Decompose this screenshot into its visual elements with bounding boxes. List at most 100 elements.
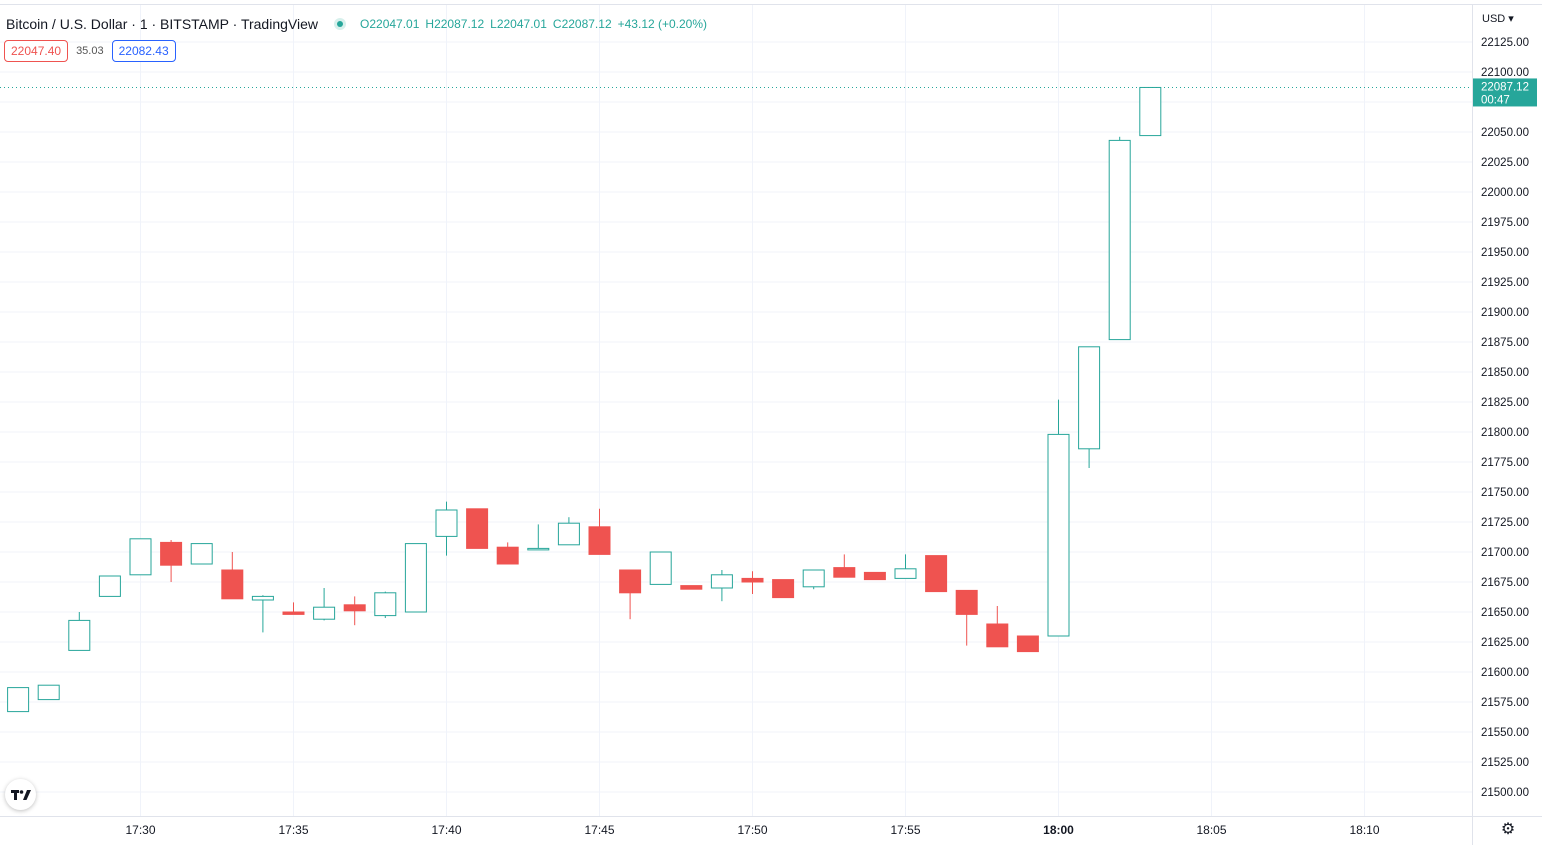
candle (863, 571, 886, 581)
symbol-title[interactable]: Bitcoin / U.S. Dollar · 1 · BITSTAMP · T… (6, 16, 318, 32)
time-axis-ticks[interactable]: 517:3017:3517:4017:4517:5017:5518:0018:0… (0, 823, 1380, 837)
candle-body-up (190, 543, 213, 565)
time-tick-label: 17:35 (278, 823, 308, 837)
quote-bar: 22047.40 35.03 22082.43 (4, 40, 176, 62)
price-tick-label: 22100.00 (1481, 67, 1529, 79)
candle (282, 602, 305, 615)
price-tick-label: 21625.00 (1481, 637, 1529, 649)
candle (680, 585, 703, 590)
candle (129, 538, 152, 576)
price-tick-label: 21975.00 (1481, 217, 1529, 229)
price-tick-label: 21950.00 (1481, 247, 1529, 259)
ohlc-open: O22047.01 (360, 17, 420, 31)
candle (466, 508, 489, 549)
time-tick-label: 17:30 (125, 823, 155, 837)
candle-body-up (251, 595, 274, 601)
candle-body-down (496, 546, 519, 565)
candle (221, 552, 244, 600)
bid-price[interactable]: 22047.40 (4, 40, 69, 62)
candle (435, 501, 458, 556)
candle (496, 542, 519, 565)
candle (619, 569, 642, 620)
time-tick-label: 18:10 (1349, 823, 1379, 837)
tv-logo-shape (10, 789, 31, 800)
last-price-value: 22087.12 (1481, 81, 1529, 93)
candle-body-down (282, 611, 305, 615)
time-tick-label: 17:40 (431, 823, 461, 837)
candle (98, 575, 121, 597)
horizontal-gridlines (0, 41, 1472, 793)
candle-body-up (894, 568, 917, 579)
candle-body-down (221, 569, 244, 600)
symbol-legend[interactable]: Bitcoin / U.S. Dollar · 1 · BITSTAMP · T… (6, 14, 713, 34)
candle (772, 579, 795, 599)
candle-body-up (37, 684, 60, 701)
time-tick-label: 17:45 (584, 823, 614, 837)
time-tick-label: 17:55 (890, 823, 920, 837)
price-tick-label: 21775.00 (1481, 457, 1529, 469)
tradingview-logo-icon[interactable] (5, 779, 36, 810)
candle (374, 591, 397, 618)
price-tick-label: 21900.00 (1481, 307, 1529, 319)
candle-body-up (527, 547, 550, 551)
candle-body-up (710, 574, 733, 589)
price-tick-label: 21525.00 (1481, 757, 1529, 769)
candle-body-down (986, 623, 1009, 648)
price-tick-label: 21700.00 (1481, 547, 1529, 559)
candle (313, 588, 336, 621)
candle (190, 543, 213, 565)
axes-layer (0, 4, 1542, 845)
price-tick-label: 21925.00 (1481, 277, 1529, 289)
candle-body-down (680, 585, 703, 590)
candle (557, 517, 580, 546)
price-tick-label: 21850.00 (1481, 367, 1529, 379)
candle-body-up (557, 522, 580, 546)
price-tick-label: 21675.00 (1481, 577, 1529, 589)
price-axis-ticks[interactable]: 22125.0022100.0022075.0022050.0022025.00… (1481, 37, 1529, 799)
candle (1078, 346, 1101, 468)
candle-body-down (863, 571, 886, 581)
candle-body-down (1016, 635, 1039, 653)
candle (160, 540, 183, 582)
candle (37, 684, 60, 701)
candle-body-up (374, 592, 397, 617)
candle-body-up (802, 569, 825, 588)
candle-body-up (7, 687, 30, 713)
price-tick-label: 21650.00 (1481, 607, 1529, 619)
price-tick-label: 21575.00 (1481, 697, 1529, 709)
candle (7, 687, 30, 713)
candle-body-down (160, 541, 183, 566)
price-tick-label: 21800.00 (1481, 427, 1529, 439)
candle (955, 589, 978, 646)
spread-value: 35.03 (76, 45, 104, 57)
candle-body-down (619, 569, 642, 594)
price-tick-label: 21750.00 (1481, 487, 1529, 499)
price-tick-label: 21600.00 (1481, 667, 1529, 679)
candle-body-up (313, 606, 336, 620)
gear-icon[interactable]: ⚙ (1500, 821, 1516, 838)
candle-body-up (98, 575, 121, 597)
time-tick-label: 18:00 (1043, 823, 1074, 837)
candle-body-down (955, 589, 978, 615)
candle (894, 554, 917, 579)
price-tick-label: 21500.00 (1481, 787, 1529, 799)
time-tick-label: 18:05 (1196, 823, 1226, 837)
ohlc-change: +43.12 (+0.20%) (617, 17, 708, 31)
candle-body-down (925, 555, 948, 593)
candle-body-up (435, 509, 458, 537)
candle-body-down (588, 526, 611, 555)
price-tick-label: 22000.00 (1481, 187, 1529, 199)
candle (343, 596, 366, 626)
candle-body-down (741, 577, 764, 583)
candle-body-up (1047, 433, 1070, 637)
currency-selector[interactable]: USD ▾ (1482, 13, 1514, 25)
ask-price[interactable]: 22082.43 (111, 40, 176, 62)
ohlc-close: C22087.12 (552, 17, 612, 31)
price-tick-label: 21550.00 (1481, 727, 1529, 739)
candle-body-down (833, 567, 856, 578)
candles-layer (7, 86, 1162, 713)
price-tick-label: 22025.00 (1481, 157, 1529, 169)
candle-body-down (343, 604, 366, 612)
